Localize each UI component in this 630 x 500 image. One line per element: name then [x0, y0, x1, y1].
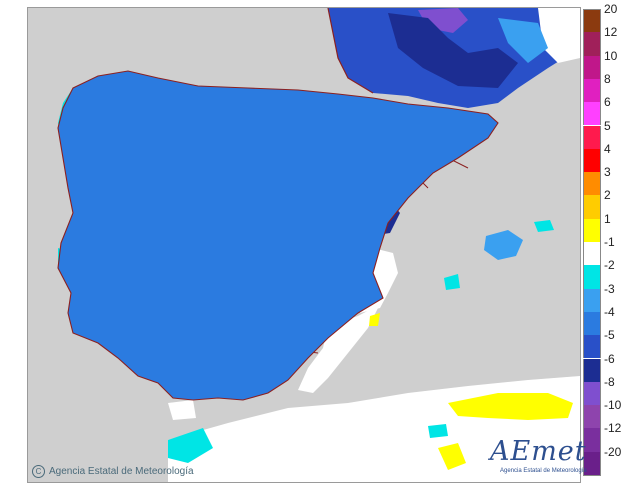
legend-swatch — [583, 125, 601, 149]
legend-label: 5 — [604, 118, 611, 133]
legend-label: 20 — [604, 2, 618, 16]
legend-swatch — [583, 381, 601, 406]
aemet-logo: AEmet Agencia Estatal de Meteorología — [490, 436, 587, 478]
legend-swatch — [583, 78, 601, 103]
morocco-cyan — [168, 428, 213, 463]
legend-label: -5 — [604, 328, 615, 343]
murcia-white — [298, 298, 383, 393]
legend-label: 12 — [604, 25, 618, 40]
legend-swatch — [583, 242, 601, 266]
legend-label: -2 — [604, 258, 615, 273]
legend-label: -20 — [604, 444, 622, 459]
copyright-icon: C — [32, 465, 45, 478]
mallorca — [484, 230, 523, 260]
legend-label: 6 — [604, 95, 611, 110]
legend-swatch — [583, 451, 601, 476]
andalusia-white-2 — [168, 400, 196, 420]
legend-label: -8 — [604, 374, 615, 389]
legend-label: 2 — [604, 188, 611, 203]
map-canvas — [28, 8, 580, 482]
legend-label: 4 — [604, 141, 611, 156]
credit-text: Agencia Estatal de Meteorología — [49, 466, 194, 477]
legend-swatch — [583, 335, 601, 359]
africa-yellow-1 — [448, 393, 573, 420]
legend-label: -6 — [604, 351, 615, 366]
menorca — [534, 220, 554, 232]
legend-swatch — [583, 32, 601, 56]
france-spain-border — [327, 8, 374, 94]
legend-swatch — [583, 405, 601, 429]
france-dark-zone — [388, 13, 518, 88]
legend-label: 8 — [604, 71, 611, 86]
legend-swatch — [583, 265, 601, 289]
france-east-white — [538, 8, 580, 63]
africa-yellow-2 — [438, 443, 466, 470]
legend-swatch — [583, 218, 601, 242]
legend-swatch — [583, 102, 601, 126]
temperature-anomaly-map — [27, 7, 581, 483]
legend-label: 10 — [604, 48, 618, 63]
france-cyan-zone — [498, 18, 548, 63]
legend-swatch — [583, 148, 601, 173]
legend-swatch — [583, 358, 601, 382]
legend: 20 12 10 8 6 5 4 3 2 1 -1 -2 -3 -4 -5 -6 -8 -10 -12 -20 — [583, 3, 630, 476]
legend-swatch — [583, 9, 601, 34]
legend-label: -3 — [604, 281, 615, 296]
africa-cyan — [428, 424, 448, 438]
legend-label: -12 — [604, 421, 622, 436]
murcia-yellow — [369, 313, 380, 326]
legend-swatch — [583, 55, 601, 79]
legend-label: -10 — [604, 398, 622, 413]
logo-text: AEmet — [490, 436, 587, 467]
legend-swatch — [583, 288, 601, 312]
legend-label: -1 — [604, 235, 615, 249]
legend-swatch — [583, 172, 601, 196]
legend-label: 3 — [604, 165, 611, 180]
logo-subtitle: Agencia Estatal de Meteorología — [500, 468, 587, 474]
ibiza — [444, 274, 460, 290]
credit: C Agencia Estatal de Meteorología — [32, 465, 194, 478]
legend-swatch — [583, 311, 601, 336]
legend-label: 1 — [604, 211, 611, 226]
legend-label: -4 — [604, 304, 615, 319]
legend-swatch — [583, 195, 601, 219]
legend-swatch — [583, 428, 601, 452]
